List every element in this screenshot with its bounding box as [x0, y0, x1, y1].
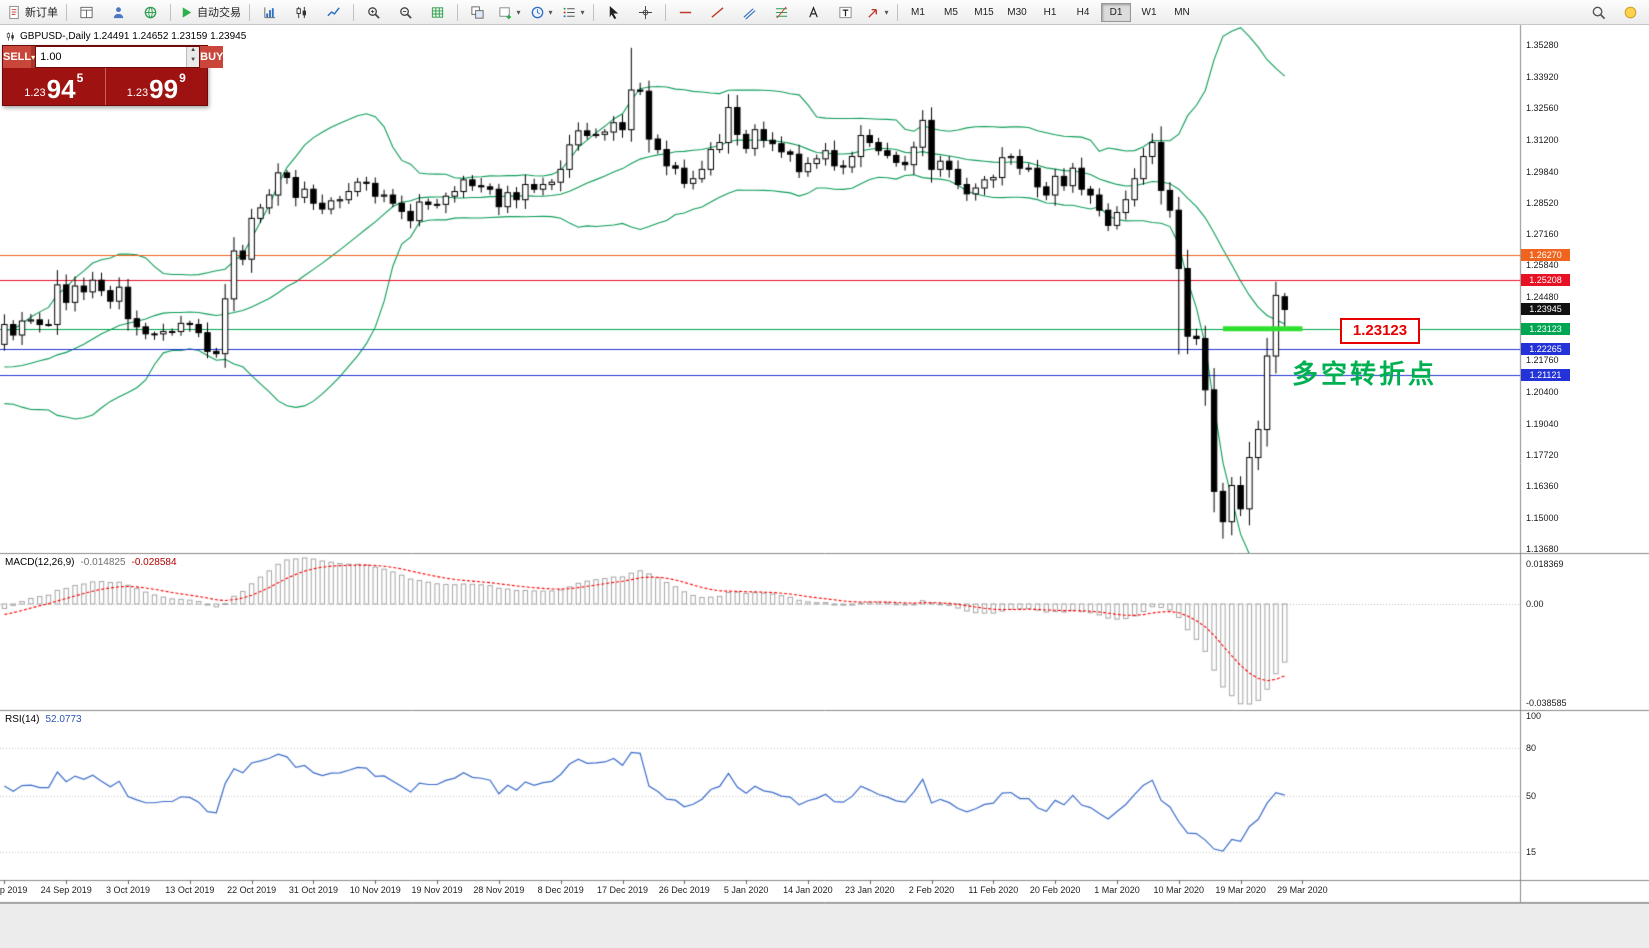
crosshair-button[interactable]: [630, 1, 661, 24]
chevron-down-icon: ▾: [580, 7, 585, 17]
toolbar-separator: [170, 3, 171, 21]
autotrading-button-label: 自动交易: [197, 7, 241, 19]
crosshair-icon: [638, 5, 653, 20]
timeframe-m1[interactable]: M1: [911, 6, 925, 18]
toolbar-separator: [353, 3, 354, 21]
toolbar-separator: [593, 3, 594, 21]
charts-icon: [79, 5, 94, 20]
channel-icon: [742, 5, 757, 20]
refresh-button[interactable]: [135, 1, 166, 24]
toolbar-separator: [665, 3, 666, 21]
cursor-button[interactable]: [598, 1, 629, 24]
period-button[interactable]: ▾: [526, 1, 557, 24]
volume-field: ▲▼: [35, 46, 201, 68]
sell-price[interactable]: 1.23 94 5: [24, 71, 84, 104]
bar-chart-icon: [262, 5, 277, 20]
timeframe-h4[interactable]: H4: [1076, 6, 1090, 18]
cursor-icon: [606, 5, 621, 20]
trendline-button[interactable]: [702, 1, 733, 24]
timeframe-m15[interactable]: M15: [974, 6, 994, 18]
new-order-button-label: 新订单: [25, 7, 58, 19]
chevron-down-icon: ▾: [516, 7, 521, 17]
profiles-icon: [111, 5, 126, 20]
autotrading-button[interactable]: 自动交易: [175, 1, 245, 24]
timeframe-mn[interactable]: MN: [1174, 6, 1190, 18]
refresh-icon: [143, 5, 158, 20]
community-button[interactable]: [1615, 1, 1646, 24]
toolbar-separator: [66, 3, 67, 21]
charts-button[interactable]: [71, 1, 102, 24]
buy-button[interactable]: BUY: [200, 46, 224, 68]
one-click-trading-panel: SELL ▾ ▲▼ BUY 1.23 94 5 1.23 99 9: [2, 45, 224, 106]
toolbar: 新订单 自动交易 ▾ ▾ ▾ ▾ M1 M5 M15 M30 H1 H4 D1 W1 MN: [0, 0, 1649, 25]
fibonacci-button[interactable]: [766, 1, 797, 24]
new-order-button[interactable]: 新订单: [3, 1, 62, 24]
zoom-in-icon: [366, 5, 381, 20]
new-chart-icon: [498, 5, 513, 20]
indicators-button[interactable]: ▾: [558, 1, 589, 24]
candlestick-icon: [294, 5, 309, 20]
chinese-annotation[interactable]: 多空转折点: [1292, 359, 1438, 389]
label-icon: [838, 5, 853, 20]
grid-icon: [430, 5, 445, 20]
tile-windows-button[interactable]: [462, 1, 493, 24]
new-chart-button[interactable]: ▾: [494, 1, 525, 24]
zoom-in-button[interactable]: [358, 1, 389, 24]
hline-icon: [678, 5, 693, 20]
toolbar-separator: [457, 3, 458, 21]
timeframe-h1[interactable]: H1: [1043, 6, 1057, 18]
zoom-out-button[interactable]: [390, 1, 421, 24]
period-icon: [530, 5, 545, 20]
quote-options-dropdown[interactable]: ▾: [31, 46, 36, 68]
chevron-down-icon: ▾: [548, 7, 553, 17]
new-order-icon: [7, 5, 22, 20]
profiles-button[interactable]: [103, 1, 134, 24]
toolbar-separator: [897, 3, 898, 21]
timeframe-d1[interactable]: D1: [1101, 2, 1131, 22]
volume-input[interactable]: [36, 47, 187, 67]
sell-button[interactable]: SELL: [3, 46, 32, 68]
arrows-button[interactable]: ▾: [862, 1, 893, 24]
candlestick-button[interactable]: [286, 1, 317, 24]
autotrading-icon: [179, 5, 194, 20]
timeframe-w1[interactable]: W1: [1141, 6, 1157, 18]
timeframe-m30[interactable]: M30: [1007, 6, 1027, 18]
price-callout-box[interactable]: 1.23123: [1340, 318, 1420, 344]
volume-up-icon[interactable]: ▲: [187, 47, 200, 57]
arrows-icon: [866, 5, 881, 20]
text-icon: [806, 5, 821, 20]
volume-stepper[interactable]: ▲ ▼: [186, 47, 200, 67]
volume-down-icon[interactable]: ▼: [187, 57, 200, 67]
indicators-icon: [562, 5, 577, 20]
search-button[interactable]: [1583, 1, 1614, 24]
bar-chart-button[interactable]: [254, 1, 285, 24]
grid-button[interactable]: [422, 1, 453, 24]
status-bar: [0, 903, 1649, 948]
hline-button[interactable]: [670, 1, 701, 24]
chevron-down-icon: ▾: [884, 7, 889, 17]
text-button[interactable]: [798, 1, 829, 24]
zoom-out-icon: [398, 5, 413, 20]
timeframe-m5[interactable]: M5: [944, 6, 958, 18]
channel-button[interactable]: [734, 1, 765, 24]
label-button[interactable]: [830, 1, 861, 24]
toolbar-separator: [249, 3, 250, 21]
trendline-icon: [710, 5, 725, 20]
line-chart-button[interactable]: [318, 1, 349, 24]
buy-price[interactable]: 1.23 99 9: [126, 71, 186, 104]
fibonacci-icon: [774, 5, 789, 20]
tile-windows-icon: [470, 5, 485, 20]
line-chart-icon: [326, 5, 341, 20]
